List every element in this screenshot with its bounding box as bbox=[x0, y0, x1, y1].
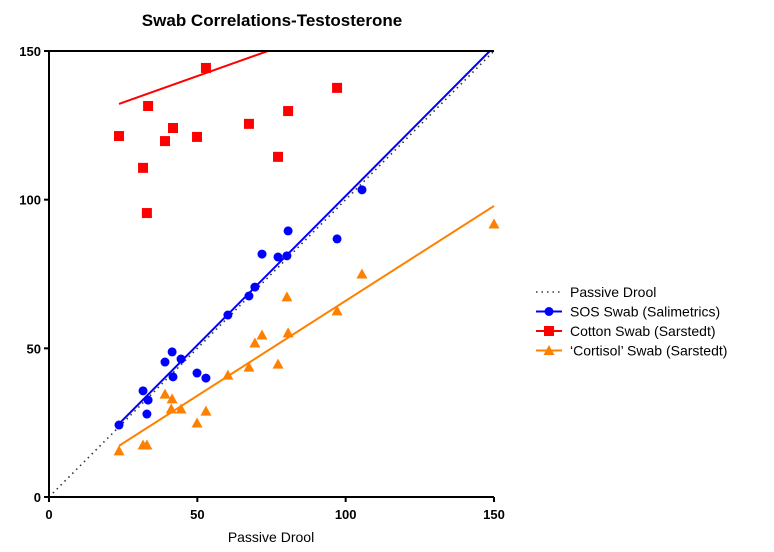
sos-point bbox=[201, 373, 211, 383]
cortisol-point bbox=[281, 291, 293, 302]
x-tick-label: 50 bbox=[190, 507, 204, 522]
cortisol-point bbox=[356, 268, 368, 279]
sos-point bbox=[168, 372, 178, 382]
cotton-point bbox=[283, 106, 294, 117]
sos-point bbox=[142, 409, 152, 419]
x-tick-label: 0 bbox=[45, 507, 52, 522]
sos-point bbox=[192, 368, 202, 378]
sos-point bbox=[223, 310, 233, 320]
chart-title: Swab Correlations-Testosterone bbox=[142, 11, 402, 30]
cortisol-point bbox=[159, 388, 171, 399]
legend-label-cotton: Cotton Swab (Sarstedt) bbox=[570, 323, 716, 339]
sos-point bbox=[250, 282, 260, 292]
cotton-fit-line bbox=[118, 50, 269, 105]
cotton-point bbox=[192, 131, 203, 142]
cortisol-point bbox=[243, 361, 255, 372]
cortisol-point bbox=[282, 327, 294, 338]
legend-cotton-marker bbox=[544, 326, 554, 336]
sos-point bbox=[114, 420, 124, 430]
sos-point bbox=[244, 291, 254, 301]
cortisol-point bbox=[249, 337, 261, 348]
cortisol-point bbox=[113, 445, 125, 456]
sos-point bbox=[176, 354, 186, 364]
legend-label-sos: SOS Swab (Salimetrics) bbox=[570, 304, 720, 320]
cortisol-point bbox=[200, 405, 212, 416]
legend-cortisol-marker bbox=[543, 345, 555, 355]
sos-point bbox=[167, 347, 177, 357]
cortisol-point bbox=[331, 305, 343, 316]
cortisol-point bbox=[165, 403, 177, 414]
cortisol-point bbox=[166, 393, 178, 404]
y-tick-label: 0 bbox=[34, 490, 41, 505]
sos-point bbox=[357, 185, 367, 195]
sos-fit-line bbox=[118, 50, 491, 425]
legend-sos-marker bbox=[544, 307, 554, 316]
cortisol-point bbox=[191, 417, 203, 428]
y-tick-label: 50 bbox=[27, 341, 41, 356]
legend: Passive Drool SOS Swab (Salimetrics) Cotto… bbox=[536, 284, 727, 359]
x-axis-label: Passive Drool bbox=[228, 529, 314, 545]
cotton-point bbox=[159, 136, 170, 147]
cotton-point bbox=[168, 123, 179, 134]
plot-area bbox=[48, 50, 500, 498]
cortisol-point bbox=[256, 329, 268, 340]
cortisol-point bbox=[488, 218, 500, 229]
legend-label-passive-drool: Passive Drool bbox=[570, 284, 656, 300]
cotton-point bbox=[141, 208, 152, 219]
cortisol-point bbox=[222, 369, 234, 380]
cortisol-point bbox=[141, 439, 153, 450]
sos-point bbox=[273, 252, 283, 262]
cotton-point bbox=[273, 151, 284, 162]
y-tick-label: 100 bbox=[19, 193, 41, 208]
cotton-point bbox=[143, 101, 154, 112]
sos-point bbox=[138, 386, 148, 396]
sos-point bbox=[143, 395, 153, 405]
cotton-point bbox=[114, 131, 125, 142]
y-tick-label: 150 bbox=[19, 44, 41, 59]
cotton-point bbox=[332, 82, 343, 93]
legend-label-cortisol: ‘Cortisol’ Swab (Sarstedt) bbox=[570, 343, 727, 359]
x-tick-label: 150 bbox=[483, 507, 505, 522]
identity-line bbox=[48, 50, 495, 498]
sos-point bbox=[160, 357, 170, 367]
cortisol-point bbox=[175, 403, 187, 414]
cortisol-fit-line bbox=[118, 205, 495, 447]
sos-point bbox=[282, 251, 292, 261]
sos-point bbox=[332, 234, 342, 244]
cotton-point bbox=[243, 118, 254, 129]
sos-point bbox=[283, 226, 293, 236]
cotton-point bbox=[200, 62, 211, 73]
x-tick-label: 100 bbox=[335, 507, 357, 522]
sos-point bbox=[257, 249, 267, 259]
cotton-point bbox=[138, 162, 149, 173]
cortisol-point bbox=[272, 358, 284, 369]
